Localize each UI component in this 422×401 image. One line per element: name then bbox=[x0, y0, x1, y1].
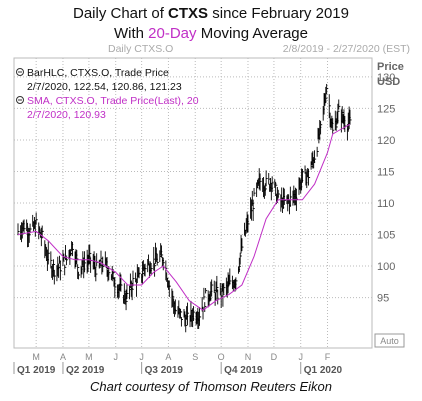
y-tick-label: 120 bbox=[377, 135, 395, 147]
month-tick-label: J bbox=[113, 352, 118, 362]
y-tick-label: 100 bbox=[377, 261, 395, 273]
chart-caption: Chart courtesy of Thomson Reuters Eikon bbox=[89, 379, 333, 394]
auto-scale-button[interactable]: Auto bbox=[374, 333, 405, 348]
quarter-label: Q4 2019 bbox=[224, 365, 263, 376]
chart-header-symbol: Daily CTXS.O bbox=[108, 43, 173, 55]
bar-legend-icon bbox=[16, 68, 24, 76]
sma-legend-icon bbox=[16, 96, 24, 104]
month-tick-label: O bbox=[218, 352, 225, 362]
gridlines bbox=[14, 58, 372, 348]
month-tick-label: M bbox=[85, 352, 93, 362]
month-tick-label: F bbox=[325, 352, 331, 362]
month-tick-label: J bbox=[298, 352, 303, 362]
sma-legend-values: 2/7/2020, 120.93 bbox=[27, 109, 106, 121]
bar-legend-values: 2/7/2020, 122.54, 120.86, 121.23 bbox=[27, 81, 182, 93]
x-axis-quarters: Q1 2019 Q2 2019 Q3 2019 Q4 2019 Q1 2020 bbox=[13, 362, 343, 376]
ma-period: 20-Day bbox=[148, 25, 197, 42]
quarter-label: Q2 2019 bbox=[66, 365, 105, 376]
legend: BarHLC, CTXS.O, Trade Price 2/7/2020, 12… bbox=[16, 67, 199, 121]
quarter-label: Q3 2019 bbox=[145, 365, 184, 376]
quarter-label: Q1 2019 bbox=[17, 365, 56, 376]
bar-legend-label: BarHLC, CTXS.O, Trade Price bbox=[27, 67, 169, 79]
auto-scale-label: Auto bbox=[380, 336, 399, 346]
y-tick-label: 115 bbox=[377, 166, 395, 178]
month-tick-label: M bbox=[32, 352, 40, 362]
month-tick-label: J bbox=[139, 352, 144, 362]
quarter-label: Q1 2020 bbox=[304, 365, 343, 376]
currency-axis-label: USD bbox=[377, 76, 400, 88]
y-tick-label: 105 bbox=[377, 230, 395, 242]
month-tick-label: S bbox=[192, 352, 198, 362]
ticker-symbol: CTXS bbox=[168, 5, 209, 22]
sma-legend-label: SMA, CTXS.O, Trade Price(Last), 20 bbox=[27, 95, 199, 107]
month-tick-label: A bbox=[60, 352, 66, 362]
y-tick-label: 110 bbox=[377, 198, 395, 210]
y-tick-label: 130 bbox=[377, 72, 395, 84]
chart-subtitle: With 20-Day Moving Average bbox=[114, 25, 308, 42]
month-tick-label: A bbox=[165, 352, 171, 362]
chart-header-range: 2/8/2019 - 2/27/2020 (EST) bbox=[283, 43, 410, 55]
chart-title: Daily Chart of CTXS since February 2019 bbox=[73, 5, 349, 22]
sma-line bbox=[17, 123, 351, 311]
y-axis-ticks: 95 100 105 110 115 120 125 130 bbox=[377, 72, 395, 305]
plot-area bbox=[13, 57, 373, 349]
month-tick-label: N bbox=[245, 352, 252, 362]
y-tick-label: 125 bbox=[377, 103, 395, 115]
price-axis-label: Price bbox=[377, 61, 404, 73]
y-tick-label: 95 bbox=[377, 293, 389, 305]
month-tick-label: D bbox=[271, 352, 278, 362]
